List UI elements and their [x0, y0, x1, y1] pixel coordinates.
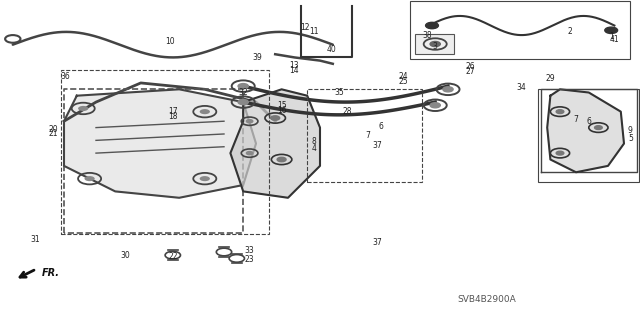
- Circle shape: [277, 157, 286, 162]
- Circle shape: [443, 87, 453, 92]
- Text: 36: 36: [60, 72, 70, 81]
- Text: 14: 14: [289, 66, 300, 75]
- Circle shape: [238, 84, 248, 89]
- Circle shape: [246, 120, 253, 123]
- Circle shape: [430, 41, 440, 47]
- Text: 34: 34: [516, 83, 527, 92]
- Text: 13: 13: [289, 61, 300, 70]
- Text: 22: 22: [168, 252, 177, 261]
- Text: 26: 26: [465, 63, 476, 71]
- Text: 21: 21: [49, 130, 58, 138]
- Circle shape: [430, 103, 440, 108]
- Text: 38: 38: [422, 31, 433, 40]
- Text: 18: 18: [168, 112, 177, 121]
- Text: 30: 30: [120, 251, 130, 260]
- Text: 17: 17: [168, 107, 178, 116]
- Text: 4: 4: [311, 144, 316, 153]
- Text: 31: 31: [30, 235, 40, 244]
- Text: 39: 39: [252, 53, 262, 62]
- Text: 37: 37: [372, 141, 383, 150]
- Text: 28: 28: [342, 107, 351, 116]
- Text: 11: 11: [309, 27, 318, 36]
- Text: 12: 12: [301, 23, 310, 32]
- Text: 23: 23: [244, 256, 255, 264]
- Text: 3: 3: [433, 42, 438, 51]
- Text: 24: 24: [398, 72, 408, 81]
- Circle shape: [246, 152, 253, 155]
- Text: 8: 8: [311, 137, 316, 146]
- Text: 5: 5: [628, 134, 633, 143]
- Text: 40: 40: [326, 45, 337, 54]
- FancyBboxPatch shape: [415, 34, 454, 54]
- Polygon shape: [547, 89, 624, 172]
- Text: 1: 1: [609, 32, 614, 41]
- Polygon shape: [230, 89, 320, 198]
- Circle shape: [84, 176, 95, 181]
- Circle shape: [605, 27, 618, 33]
- Text: 9: 9: [628, 126, 633, 135]
- Text: 35: 35: [334, 88, 344, 97]
- Circle shape: [595, 126, 602, 130]
- Circle shape: [556, 110, 564, 114]
- Circle shape: [271, 116, 280, 120]
- Text: 6: 6: [586, 117, 591, 126]
- Text: 32: 32: [238, 88, 248, 97]
- Text: SVB4B2900A: SVB4B2900A: [457, 295, 516, 304]
- Circle shape: [200, 109, 210, 114]
- Polygon shape: [64, 89, 256, 198]
- Text: 16: 16: [276, 106, 287, 115]
- Text: 6: 6: [378, 122, 383, 130]
- Circle shape: [238, 100, 248, 105]
- Text: 2: 2: [567, 27, 572, 36]
- Circle shape: [556, 151, 564, 155]
- Circle shape: [426, 22, 438, 29]
- Circle shape: [200, 176, 210, 181]
- Text: 20: 20: [48, 125, 58, 134]
- Text: 10: 10: [164, 37, 175, 46]
- Text: 41: 41: [609, 35, 620, 44]
- Circle shape: [78, 106, 88, 111]
- Text: 29: 29: [545, 74, 556, 83]
- Text: 7: 7: [365, 131, 371, 140]
- Text: FR.: FR.: [42, 268, 60, 278]
- Text: 15: 15: [276, 101, 287, 110]
- Text: 7: 7: [573, 115, 579, 124]
- Text: 37: 37: [372, 238, 383, 247]
- Text: 25: 25: [398, 77, 408, 86]
- Text: 33: 33: [244, 246, 255, 255]
- Text: 27: 27: [465, 67, 476, 76]
